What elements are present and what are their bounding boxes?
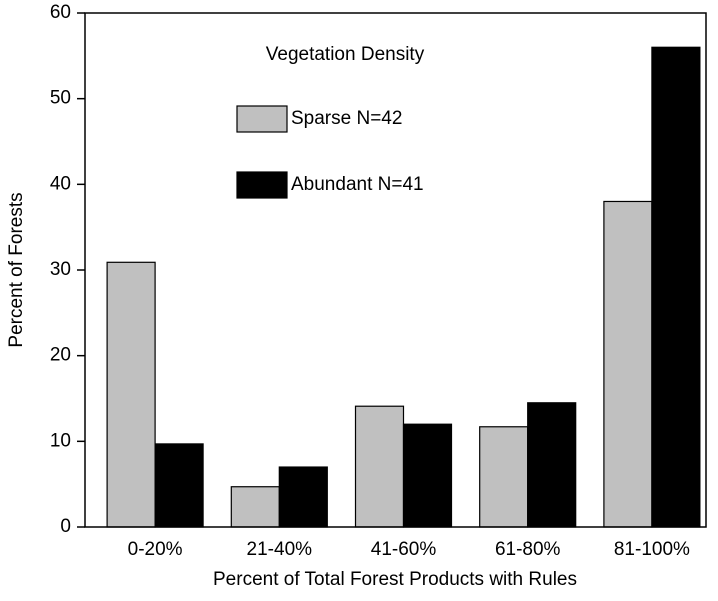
- legend-label: Sparse N=42: [291, 108, 402, 129]
- x-tick-label: 81-100%: [614, 539, 690, 560]
- legend-swatch: [236, 171, 288, 199]
- legend-label: Abundant N=41: [291, 174, 424, 195]
- bar: [651, 46, 701, 528]
- legend-title: Vegetation Density: [266, 44, 425, 65]
- y-tick-label: 40: [50, 173, 71, 194]
- x-tick-label: 41-60%: [371, 539, 437, 560]
- x-tick-label: 0-20%: [128, 539, 183, 560]
- bar: [106, 261, 156, 528]
- y-tick-label: 20: [50, 345, 71, 366]
- bar: [230, 486, 280, 528]
- bar: [603, 200, 653, 528]
- y-tick-label: 30: [50, 259, 71, 280]
- bar: [278, 466, 328, 528]
- bar: [354, 405, 405, 528]
- x-tick-label: 21-40%: [247, 539, 313, 560]
- y-tick-label: 10: [50, 430, 71, 451]
- y-tick-label: 60: [50, 2, 71, 23]
- x-axis-label: Percent of Total Forest Products with Ru…: [213, 569, 577, 590]
- y-tick-label: 50: [50, 88, 71, 109]
- legend-swatch: [236, 105, 288, 133]
- bar: [527, 402, 577, 528]
- bar: [402, 423, 453, 528]
- bar: [154, 443, 204, 528]
- y-axis-label: Percent of Forests: [6, 192, 27, 347]
- bar: [479, 426, 529, 528]
- plot-frame: [84, 12, 707, 528]
- y-tick-label: 0: [60, 516, 71, 537]
- x-tick-label: 61-80%: [495, 539, 561, 560]
